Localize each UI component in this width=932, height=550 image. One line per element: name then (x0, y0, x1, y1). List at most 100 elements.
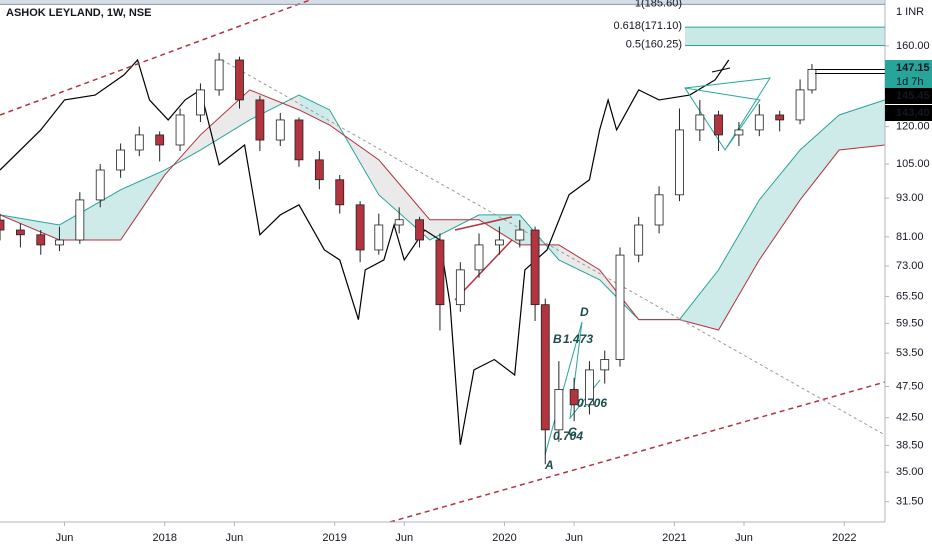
x-tick-label: 2021 (662, 532, 686, 544)
y-tick-label: 35.00 (896, 466, 924, 478)
x-tick-label: Jun (565, 532, 583, 544)
fib-band (685, 27, 885, 46)
price-tag (885, 60, 932, 90)
cloud (800, 114, 840, 200)
wedge-line (454, 216, 513, 231)
candle-body (515, 229, 525, 241)
candle-body (394, 219, 404, 226)
candle-body (675, 129, 684, 196)
candle-body (374, 224, 384, 251)
pattern-line (683, 77, 771, 151)
annotation: 1.473 (563, 332, 593, 346)
y-tick-label: 93.00 (896, 192, 924, 204)
candle-body (116, 149, 126, 171)
fib-band (0, 0, 885, 5)
price-tag-label: 145.45 (896, 90, 930, 102)
cloud (298, 95, 330, 126)
trend-line (389, 381, 886, 523)
candle-body (75, 199, 85, 241)
y-tick-label: 59.50 (896, 317, 924, 329)
y-tick-label: 160.00 (896, 40, 930, 52)
candle-body (455, 269, 465, 306)
y-tick-label: 120.00 (896, 121, 930, 133)
cloud-span-b (0, 89, 886, 331)
cloud-span-a (0, 94, 886, 321)
candle-body (355, 204, 365, 251)
line (711, 67, 731, 73)
candle-body (335, 179, 345, 206)
y-tick-label: 42.50 (896, 412, 924, 424)
candle-body (275, 119, 285, 141)
candle-body (754, 114, 764, 131)
x-tick-label: 2018 (153, 532, 177, 544)
candle-body (314, 159, 324, 181)
y-tick-label: 65.50 (896, 290, 924, 302)
y-tick-label: 53.50 (896, 347, 924, 359)
candle-body (155, 134, 165, 146)
candle-body (55, 239, 64, 246)
candle-body (36, 234, 46, 246)
candle-body (654, 194, 664, 226)
cloud (839, 99, 885, 151)
candle-body (600, 359, 610, 371)
countdown: 1d 7h (896, 76, 924, 88)
trend-line (221, 59, 886, 436)
candle-body (196, 89, 205, 116)
y-tick-label: 38.50 (896, 439, 924, 451)
cloud (718, 199, 760, 331)
cloud (120, 170, 165, 240)
candle-body (175, 114, 185, 146)
annotation: 0.706 (577, 396, 607, 410)
pattern-line (544, 321, 601, 456)
annotation: A (544, 458, 554, 472)
y-tick-label: 31.50 (896, 496, 924, 508)
candle-body (807, 69, 817, 91)
candle-body (435, 239, 445, 306)
candle-body (474, 244, 484, 271)
x-tick-label: Jun (735, 532, 753, 544)
price-tag (885, 88, 932, 104)
x-tick-label: 2020 (492, 532, 516, 544)
annotation: D (580, 305, 589, 319)
cloud (59, 189, 121, 240)
y-tick-label: 47.50 (896, 380, 924, 392)
annotation: B (553, 332, 562, 346)
annotation: C (568, 425, 577, 439)
price-tag-label: 143.40 (896, 107, 930, 119)
candle-body (540, 304, 550, 431)
candle-body (615, 254, 625, 360)
candle-body (569, 389, 579, 406)
candle-body (255, 99, 265, 141)
candle-body (585, 369, 594, 406)
candle-body (714, 114, 723, 136)
price-tag (885, 105, 932, 121)
y-tick-label: 81.00 (896, 231, 924, 243)
candle-body (294, 119, 304, 161)
candle-body (554, 389, 564, 431)
trend-line (0, 0, 311, 116)
candle-body (530, 229, 540, 306)
y-tick-label: 73.00 (896, 260, 924, 272)
candle-body (734, 129, 744, 136)
fib-label: 1(185.60) (635, 0, 682, 9)
candle-body (495, 239, 504, 246)
candle-body (134, 134, 144, 151)
candle-body (15, 229, 25, 236)
price-tag-label: 147.15 (896, 62, 930, 74)
candle-body (214, 59, 224, 91)
candle-body (0, 219, 5, 231)
x-tick-label: Jun (56, 532, 74, 544)
cloud (200, 89, 250, 151)
candle-body (775, 114, 785, 121)
fib-label: 0.5(160.25) (626, 38, 682, 50)
x-tick-label: Jun (395, 532, 413, 544)
x-tick-label: Jun (226, 532, 244, 544)
candle-body (795, 89, 805, 121)
candle-body (235, 59, 244, 101)
cloud (679, 269, 719, 331)
candle-body (695, 114, 705, 131)
lagging-span (0, 58, 730, 445)
candle-body (95, 169, 105, 201)
